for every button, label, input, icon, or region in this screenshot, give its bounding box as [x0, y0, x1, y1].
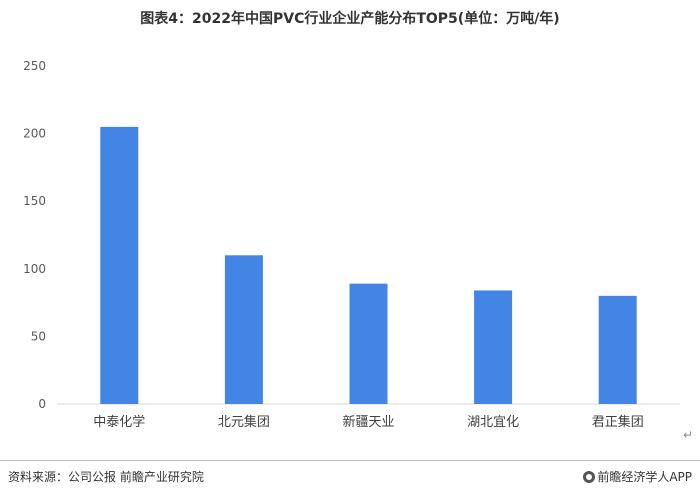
x-category-label: 君正集团 [592, 414, 644, 430]
brand-logo-icon [583, 471, 596, 483]
y-axis-ticks: 0 50 100 150 200 250 [23, 59, 46, 411]
x-category-label: 湖北宜化 [467, 415, 519, 430]
x-axis-categories: 中泰化学 北元集团 新疆天业 湖北宜化 君正集团 [93, 414, 643, 430]
bar [100, 126, 139, 404]
bar [598, 295, 637, 404]
y-tick-label: 150 [23, 194, 46, 208]
brand-name: 前瞻经济学人APP [597, 470, 692, 484]
x-category-label: 中泰化学 [93, 414, 145, 430]
x-category-label: 新疆天业 [342, 414, 394, 430]
y-tick-label: 100 [23, 262, 46, 276]
bars [100, 126, 637, 404]
bar [224, 255, 263, 404]
return-mark: ↵ [683, 428, 694, 442]
y-tick-label: 200 [23, 127, 46, 141]
y-tick-label: 0 [38, 397, 46, 411]
bar-chart: 0 50 100 150 200 250 中泰化学 北元集团 新疆天业 湖北宜化 君正集团 [23, 59, 680, 430]
chart-title: 图表4：2022年中国PVC行业企业产能分布TOP5(单位：万吨/年) [140, 11, 560, 27]
y-tick-label: 50 [31, 329, 46, 343]
x-category-label: 北元集团 [218, 414, 270, 430]
brand-credit: 前瞻经济学人APP [583, 468, 692, 485]
bar [474, 290, 513, 404]
bar [349, 283, 388, 404]
footer-divider [0, 460, 700, 461]
source-note: 资料来源：公司公报 前瞻产业研究院 [8, 470, 204, 484]
y-tick-label: 250 [23, 59, 46, 73]
